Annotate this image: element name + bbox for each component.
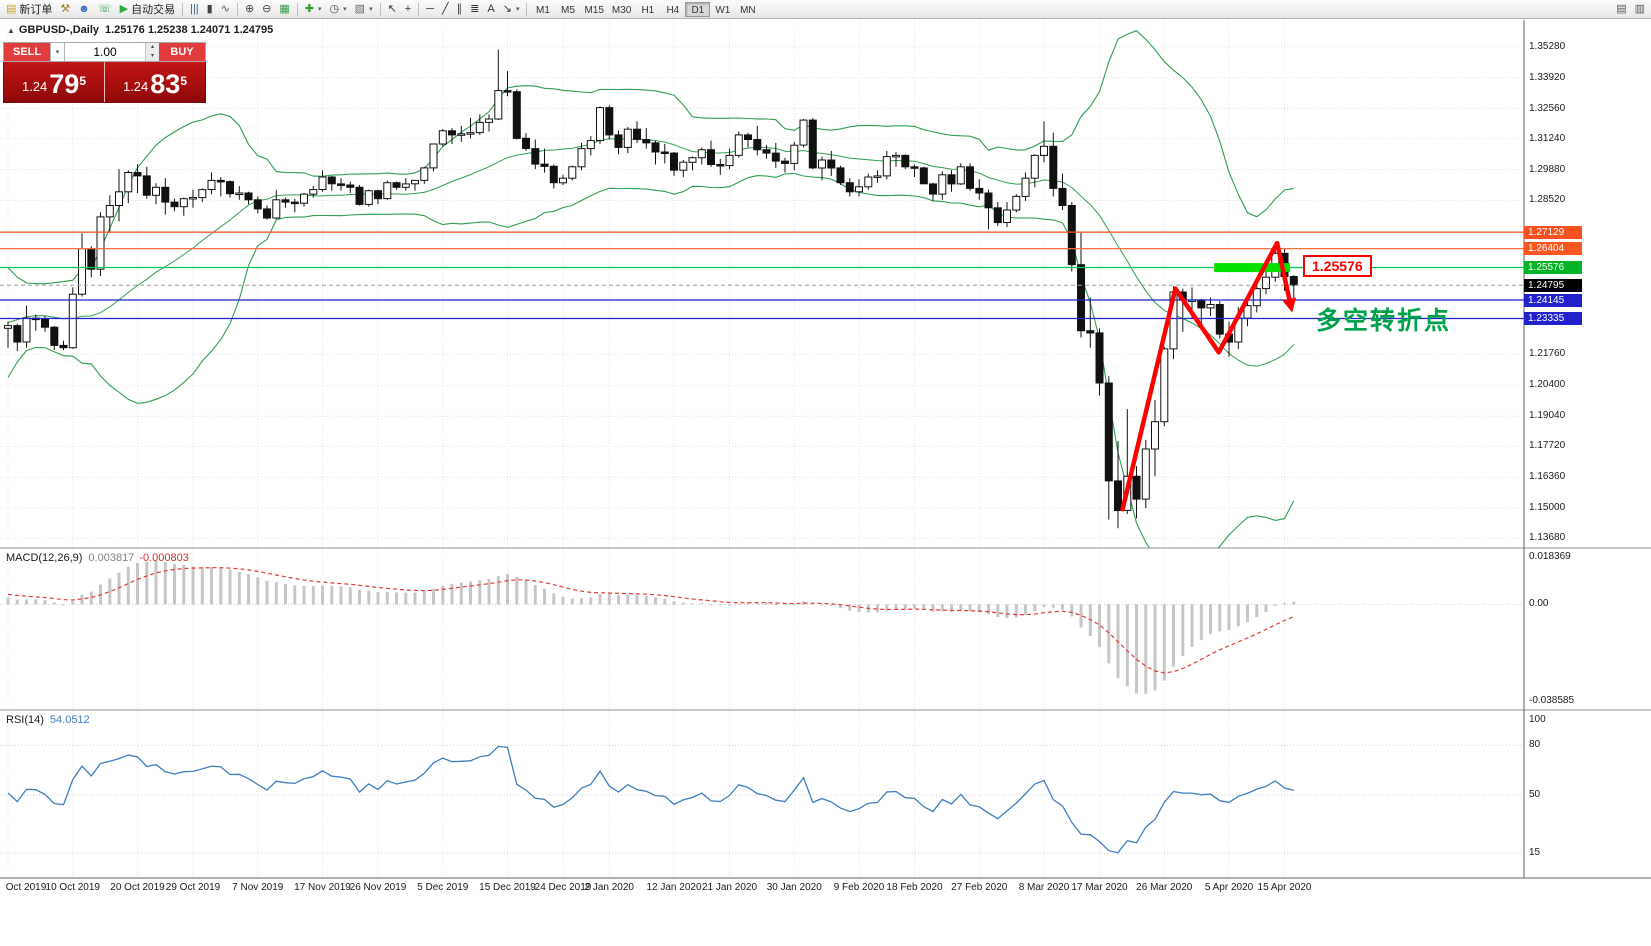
toolbar-separator (236, 2, 238, 16)
zoom-out-button[interactable]: ⊖ (258, 1, 275, 18)
timeframe-H4[interactable]: H4 (660, 2, 685, 17)
timeframe-MN[interactable]: MN (735, 2, 760, 17)
templates-button[interactable]: ▧ ▾ (351, 1, 377, 18)
timeframe-W1[interactable]: W1 (710, 2, 735, 17)
toolbar-separator (379, 2, 381, 16)
zoom-in-icon: ⊕ (244, 2, 255, 15)
more-tools-icon: ▥ (1634, 2, 1645, 15)
toolbar-separator (296, 2, 298, 16)
cursor-icon: ↖ (387, 2, 397, 15)
fibonacci-button[interactable]: ≣ (466, 1, 483, 18)
sell-price-small: 1.24 (21, 79, 48, 94)
new-order-icon: ▤ (6, 2, 17, 15)
timeframe-D1[interactable]: D1 (685, 1, 711, 17)
buy-price-button[interactable]: 1.24 83 5 (105, 62, 205, 102)
sell-price-sup: 5 (79, 74, 87, 88)
new-chart-icon: ✚ (304, 2, 315, 15)
chevron-down-icon: ▾ (515, 6, 520, 13)
gavel-icon: ⚒ (60, 2, 71, 15)
chevron-down-icon: ▾ (343, 6, 347, 13)
buy-price-small: 1.24 (122, 79, 149, 94)
toolbar: ▤ 新订单 ⚒ ☻ ☏ ▶ 自动交易 ||| ▮ ∿ ⊕ ⊖ ▦ ✚ ▾ ◷ ▾ ▧ ▾ ↖ + ─ ╱ ∥ ≣ A ↘ ▾ M1 M5 M… (0, 0, 1651, 19)
crosshair-button[interactable]: + (401, 1, 415, 18)
more-tools-button[interactable]: ▥ (1631, 1, 1649, 18)
autotrading-button[interactable]: ▶ 自动交易 (116, 1, 179, 18)
periods-button[interactable]: ◷ ▾ (326, 1, 351, 18)
line-chart-button[interactable]: ∿ (217, 1, 234, 18)
volume-input[interactable] (65, 43, 145, 61)
toolbar-separator (182, 2, 184, 16)
arrows-icon: ↘ (502, 2, 512, 15)
chevron-down-icon: ▾ (318, 6, 322, 13)
timeframe-H1[interactable]: H1 (635, 2, 660, 17)
buy-price-sup: 5 (180, 74, 188, 88)
sell-price-big: 79 (49, 69, 80, 99)
zoom-in-button[interactable]: ⊕ (241, 1, 258, 18)
sell-button[interactable]: SELL (4, 43, 50, 61)
toolbar-separator (418, 2, 420, 16)
trendline-icon: ╱ (442, 2, 449, 15)
chevron-down-icon[interactable]: ▾ (50, 43, 65, 61)
contacts-icon: ☏ (97, 2, 112, 15)
periods-icon: ◷ (329, 2, 340, 15)
arrows-button[interactable]: ↘ ▾ (499, 1, 524, 18)
toolbar-separator (526, 2, 528, 16)
channel-button[interactable]: ∥ (453, 1, 467, 18)
volume-down-icon[interactable]: ▾ (150, 53, 154, 59)
buy-price-big: 83 (150, 69, 181, 99)
zoom-out-icon: ⊖ (262, 2, 272, 15)
new-order-button[interactable]: ▤ 新订单 (2, 1, 56, 18)
contacts-button[interactable]: ☏ (94, 1, 116, 18)
horizontal-line-button[interactable]: ─ (422, 1, 438, 18)
autotrading-label: 自动交易 (131, 4, 176, 16)
timeframe-M5[interactable]: M5 (555, 2, 580, 17)
bar-chart-icon: ||| (190, 2, 199, 15)
panel-toggle-icon: ▤ (1616, 2, 1627, 15)
new-order-label: 新订单 (19, 4, 53, 16)
text-tool-icon: A (487, 2, 495, 15)
text-tool-button[interactable]: A (483, 1, 498, 18)
panel-toggle-button[interactable]: ▤ (1612, 1, 1630, 18)
bar-chart-button[interactable]: ||| (186, 1, 203, 18)
channel-icon: ∥ (456, 2, 463, 15)
timeframe-M30[interactable]: M30 (608, 2, 635, 17)
volume-up-icon[interactable]: ▴ (150, 44, 154, 50)
market-watch-icon: ☻ (78, 2, 90, 15)
cursor-button[interactable]: ↖ (384, 1, 401, 18)
timeframe-M1[interactable]: M1 (530, 2, 555, 17)
templates-icon: ▧ (354, 2, 366, 15)
crosshair-icon: + (404, 2, 412, 15)
gavel-button[interactable]: ⚒ (56, 1, 74, 18)
timeframe-M15[interactable]: M15 (580, 2, 607, 17)
grid-button[interactable]: ▦ (275, 1, 293, 18)
sell-price-button[interactable]: 1.24 79 5 (4, 62, 105, 102)
market-watch-button[interactable]: ☻ (74, 1, 94, 18)
trendline-button[interactable]: ╱ (438, 1, 453, 18)
grid-icon: ▦ (279, 2, 290, 15)
new-chart-button[interactable]: ✚ ▾ (301, 1, 326, 18)
candlestick-chart-button[interactable]: ▮ (203, 1, 217, 18)
buy-button[interactable]: BUY (159, 43, 205, 61)
autotrading-icon: ▶ (119, 2, 129, 15)
chevron-down-icon: ▾ (369, 6, 373, 13)
line-chart-icon: ∿ (220, 2, 230, 15)
candlestick-chart-icon: ▮ (206, 2, 213, 15)
horizontal-line-icon: ─ (426, 2, 435, 15)
fibonacci-icon: ≣ (470, 2, 480, 15)
volume-stepper[interactable]: ▴ ▾ (65, 43, 159, 61)
